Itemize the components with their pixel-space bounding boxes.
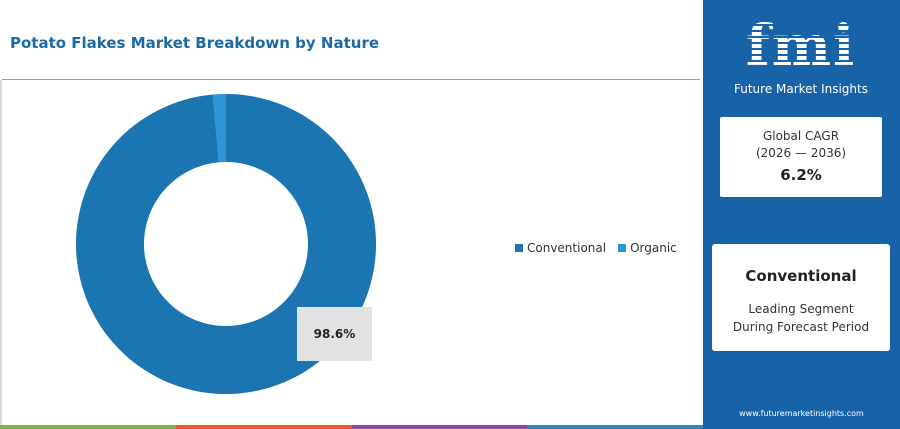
bottom-bar-segment bbox=[527, 425, 703, 429]
cagr-value: 6.2% bbox=[780, 166, 822, 184]
bottom-bar-segment bbox=[175, 425, 352, 429]
donut-chart bbox=[76, 94, 377, 395]
legend-swatch-conventional bbox=[515, 244, 523, 252]
legend-item-conventional[interactable]: Conventional bbox=[515, 241, 606, 255]
fmi-logo: fmi Future Market Insights bbox=[731, 14, 871, 96]
logo-mark: fmi bbox=[731, 14, 871, 78]
data-label-conventional: 98.6% bbox=[297, 307, 372, 361]
legend-item-organic[interactable]: Organic bbox=[618, 241, 677, 255]
cagr-card: Global CAGR (2026 — 2036) 6.2% bbox=[720, 117, 882, 197]
bottom-bar-segment bbox=[351, 425, 528, 429]
chart-card: Potato Flakes Market Breakdown by Nature… bbox=[0, 34, 700, 425]
logo-subtitle: Future Market Insights bbox=[733, 82, 868, 96]
legend-label-conventional: Conventional bbox=[527, 241, 607, 255]
page-title: Potato Flakes Market Breakdown by Nature bbox=[10, 34, 380, 52]
legend-label-organic: Organic bbox=[630, 241, 677, 255]
card-edge bbox=[0, 80, 2, 425]
legend-swatch-organic bbox=[618, 244, 627, 252]
chart-legend: Conventional Organic bbox=[515, 241, 689, 255]
bottom-bar-segment bbox=[0, 425, 176, 429]
leading-segment-caption: Leading Segment bbox=[748, 302, 854, 316]
leading-segment-caption-2: During Forecast Period bbox=[732, 320, 870, 334]
cagr-period: (2026 — 2036) bbox=[755, 146, 847, 160]
leading-segment-name: Conventional bbox=[745, 267, 857, 285]
cagr-label: Global CAGR bbox=[762, 129, 840, 143]
leading-segment-card: Conventional Leading Segment During Fore… bbox=[712, 244, 890, 351]
title-divider bbox=[2, 79, 700, 80]
website-link[interactable]: www.futuremarketinsights.com bbox=[739, 409, 864, 418]
donut-slice-organic[interactable] bbox=[212, 94, 226, 163]
sidebar: fmi Future Market Insights Global CAGR (… bbox=[703, 0, 900, 429]
bottom-color-bar bbox=[0, 425, 703, 429]
